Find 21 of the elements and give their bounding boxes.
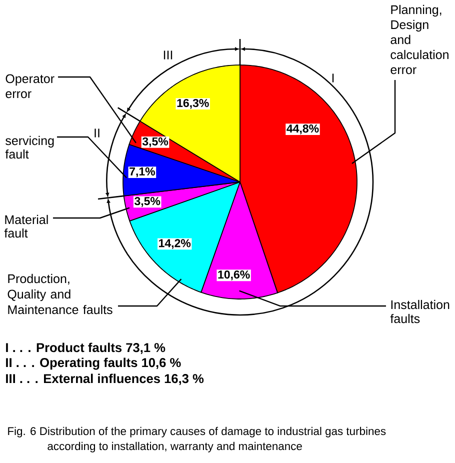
data-label: 16,3% — [177, 98, 209, 109]
slice-label: servicing fault — [5, 136, 54, 159]
text: III — [164, 50, 172, 60]
caption: Fig. 6 Distribution of the primary causes of damage to industrial gas turbines — [8, 426, 386, 438]
slice-label: Production, Quality and Maintenance faults — [8, 274, 112, 314]
text: III . . . External influences 16,3 % — [6, 374, 204, 385]
data-label: 3,5% — [142, 137, 168, 148]
data-label: 14,2% — [159, 239, 191, 249]
slice-label: Material fault — [4, 214, 48, 238]
slice-label: Installation faults — [390, 300, 450, 324]
data-label: 3,5% — [134, 197, 160, 207]
slice-label: Operator error — [6, 74, 54, 98]
data-label: 10,6% — [218, 270, 250, 280]
text: according to installation, warranty and maintenance — [48, 442, 302, 452]
slice-label: Planning, Design and calculation error — [390, 4, 448, 74]
text: II — [94, 128, 100, 138]
data-label: 7,1% — [130, 167, 155, 178]
text: I — [332, 74, 334, 82]
data-label: 44,8% — [286, 124, 319, 134]
text: I . . . Product faults 73,1 % — [6, 342, 166, 354]
text: II . . . Operating faults 10,6 % — [6, 358, 181, 370]
